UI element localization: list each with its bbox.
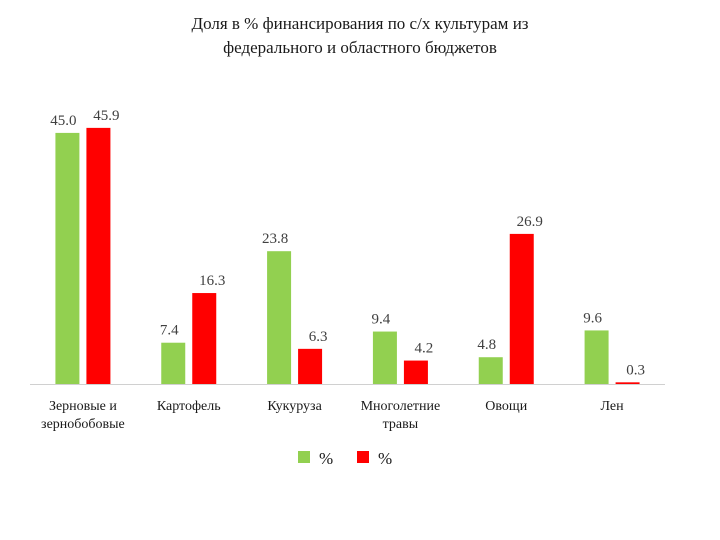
category-label-5: Лен bbox=[601, 399, 625, 414]
data-label-s2-0: 45.9 bbox=[93, 108, 119, 124]
data-label-s2-1: 16.3 bbox=[199, 273, 225, 289]
legend-label-1: % bbox=[319, 449, 333, 468]
category-label-3: Многолетние травы bbox=[361, 399, 441, 432]
chart-title-line-2: федерального и областного бюджетов bbox=[223, 38, 497, 57]
category-label-0: Зерновые и зернобобовые bbox=[41, 399, 125, 432]
data-label-s2-4: 26.9 bbox=[517, 214, 543, 230]
legend-swatch-1 bbox=[298, 451, 310, 463]
data-label-s1-5: 9.6 bbox=[583, 310, 602, 326]
data-label-s2-3: 4.2 bbox=[415, 341, 434, 357]
bar-s2-1 bbox=[192, 293, 217, 384]
category-label-2: Кукуруза bbox=[267, 399, 322, 414]
data-label-s2-2: 6.3 bbox=[309, 329, 328, 345]
bar-s1-0 bbox=[55, 132, 80, 384]
bar-s2-4 bbox=[509, 233, 534, 384]
bar-s1-4 bbox=[478, 357, 503, 384]
chart-title-line-1: Доля в % финансирования по с/х культурам… bbox=[191, 14, 529, 33]
data-label-s1-1: 7.4 bbox=[160, 323, 179, 339]
bar-s2-3 bbox=[403, 360, 428, 384]
bar-s1-5 bbox=[584, 330, 609, 384]
bar-s2-5 bbox=[615, 382, 640, 384]
legend-label-2: % bbox=[378, 449, 392, 468]
category-label-4: Овощи bbox=[485, 399, 527, 414]
data-label-s1-0: 45.0 bbox=[50, 113, 76, 129]
bar-s1-1 bbox=[161, 342, 186, 384]
category-label-1: Картофель bbox=[157, 399, 221, 414]
data-label-s1-3: 9.4 bbox=[372, 312, 391, 328]
data-label-s1-2: 23.8 bbox=[262, 231, 288, 247]
bar-s1-2 bbox=[267, 251, 292, 384]
legend-swatch-2 bbox=[357, 451, 369, 463]
bar-s1-3 bbox=[372, 331, 397, 384]
data-label-s2-5: 0.3 bbox=[626, 362, 645, 378]
bar-s2-2 bbox=[298, 348, 323, 384]
bar-s2-0 bbox=[86, 127, 111, 385]
data-label-s1-4: 4.8 bbox=[477, 337, 496, 353]
